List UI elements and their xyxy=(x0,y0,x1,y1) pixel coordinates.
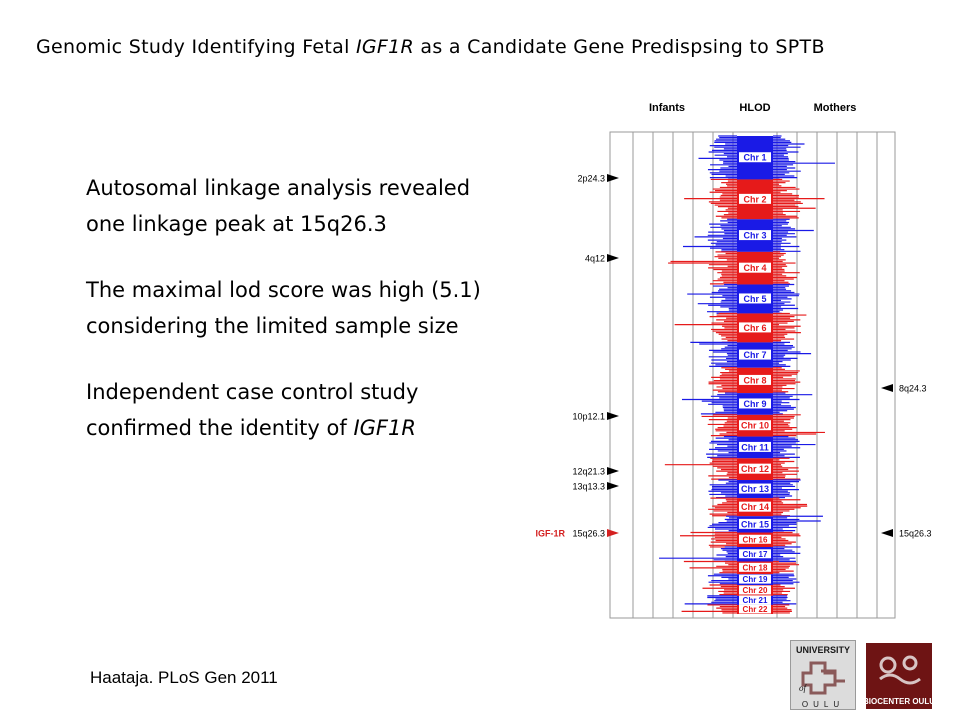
chromosome-label-bg xyxy=(739,501,771,512)
left-marker-arrow xyxy=(607,482,619,490)
title-part: as a Candidate Gene Predispsing to SPTB xyxy=(414,36,825,58)
left-marker-arrow xyxy=(607,174,619,182)
figure-grid xyxy=(609,131,896,619)
chromosome-label-bg xyxy=(739,483,771,494)
chromosome-label-bg xyxy=(739,441,771,452)
university-of-oulu-logo: UNIVERSITY of OULU xyxy=(790,640,856,710)
slide-title: Genomic Study Identifying Fetal IGF1R as… xyxy=(36,36,946,58)
chromosome-label-bg xyxy=(739,398,771,409)
chromosome-label-bg xyxy=(739,262,771,273)
bullet-text: The maximal lod score was high (5.1) xyxy=(86,278,481,302)
chromosome-label-bg xyxy=(739,595,771,605)
chromosome-label: Chr 9 xyxy=(743,399,766,409)
left-marker-arrow xyxy=(607,529,619,537)
left-marker-label: 2p24.3 xyxy=(577,174,605,184)
chromosome-label-bg xyxy=(739,322,771,333)
bullet-text: Autosomal linkage analysis revealed xyxy=(86,176,471,200)
chromosome-label-bg xyxy=(739,193,771,204)
bullet-line: Independent case control study xyxy=(86,374,556,410)
left-marker-label: 13q13.3 xyxy=(572,482,605,492)
chromosome-label: Chr 3 xyxy=(743,231,766,241)
chromosome-label-bg xyxy=(739,293,771,304)
chromosome-label-bg xyxy=(739,574,771,584)
chromosome-label-bg xyxy=(739,374,771,385)
chromosome-label-bg xyxy=(739,420,771,431)
chromosome-label: Chr 22 xyxy=(743,605,768,614)
bullet-line: The maximal lod score was high (5.1) xyxy=(86,272,556,308)
chromosome-label: Chr 11 xyxy=(741,442,769,452)
bullet-item: The maximal lod score was high (5.1) cons… xyxy=(86,272,556,344)
chromosome-label-bg xyxy=(739,604,771,614)
right-marker-arrow xyxy=(881,384,893,392)
chromosome-label: Chr 6 xyxy=(743,323,766,333)
chromosome-label: Chr 12 xyxy=(741,464,769,474)
left-marker-arrow xyxy=(607,467,619,475)
left-marker-label: 12q21.3 xyxy=(572,467,605,477)
chromosome-label-bg xyxy=(739,585,771,595)
header-mothers: Mothers xyxy=(814,102,857,114)
bullet-list: Autosomal linkage analysis revealed one l… xyxy=(86,170,556,476)
title-part: Genomic Study Identifying Fetal xyxy=(36,36,356,58)
bullet-text: one linkage peak at 15q26.3 xyxy=(86,212,387,236)
figure-frame xyxy=(609,131,896,619)
university-text: UNIVERSITY xyxy=(796,645,850,655)
chromosome-label-bg xyxy=(739,518,771,529)
chromosome-label: Chr 1 xyxy=(743,153,766,163)
bullet-line: considering the limited sample size xyxy=(86,308,556,344)
marker-labels: 2p24.3 4q12 10p12.1 12q21.3 13q13.3 15q26.3 IG… xyxy=(535,174,931,539)
left-marker-label: 10p12.1 xyxy=(572,412,605,422)
chromosome-label: Chr 21 xyxy=(743,596,768,605)
biocenter-text: BIOCENTER OULU xyxy=(866,697,932,706)
bullet-line: one linkage peak at 15q26.3 xyxy=(86,206,556,242)
chromosome-label: Chr 5 xyxy=(743,294,766,304)
biocenter-oulu-logo: BIOCENTER OULU xyxy=(866,643,932,709)
oulu-text: OULU xyxy=(802,700,844,709)
right-marker-label: 8q24.3 xyxy=(899,384,927,394)
bullet-text: considering the limited sample size xyxy=(86,314,459,338)
chromosome-label-bg xyxy=(739,230,771,241)
of-text: of xyxy=(799,683,808,693)
chromosome-label: Chr 4 xyxy=(743,263,766,273)
bullet-line: Autosomal linkage analysis revealed xyxy=(86,170,556,206)
chromosome-label-bg xyxy=(739,534,771,544)
left-marker-arrow xyxy=(607,254,619,262)
left-marker-label: 15q26.3 xyxy=(572,529,605,539)
chromosome-label: Chr 18 xyxy=(743,563,768,572)
chromosome-label: Chr 10 xyxy=(741,421,769,431)
header-hlod: HLOD xyxy=(739,102,770,114)
bullet-text: IGF1R xyxy=(353,416,416,440)
bullet-text: confirmed the identity of xyxy=(86,416,354,440)
chromosome-label: Chr 15 xyxy=(741,519,769,529)
chromosome-label: Chr 2 xyxy=(743,194,766,204)
chromosome-label: Chr 17 xyxy=(743,550,768,559)
igf1r-highlight-label: IGF-1R xyxy=(535,529,565,539)
bullet-item: Autosomal linkage analysis revealed one l… xyxy=(86,170,556,242)
chromosome-label: Chr 13 xyxy=(741,484,769,494)
right-marker-arrow xyxy=(881,529,893,537)
chromosome-label-bg xyxy=(739,152,771,163)
chromosome-label: Chr 20 xyxy=(743,586,768,595)
chromosome-label: Chr 7 xyxy=(743,350,766,360)
citation: Haataja. PLoS Gen 2011 xyxy=(90,668,278,687)
chromosome-labels: Chr 1 Chr 2 Chr 3 Chr 4 Chr 5 Chr 6 Chr 7 Chr 8… xyxy=(739,152,771,614)
chromosome-label-bg xyxy=(739,349,771,360)
left-marker-arrow xyxy=(607,412,619,420)
chromosome-label: Chr 8 xyxy=(743,375,766,385)
chromosome-label: Chr 16 xyxy=(743,535,768,544)
bullet-line: confirmed the identity of IGF1R xyxy=(86,410,556,446)
left-marker-label: 4q12 xyxy=(585,254,605,264)
linkage-figure: Chr 1 Chr 2 Chr 3 Chr 4 Chr 5 Chr 6 Chr 7 Chr 8… xyxy=(535,102,932,619)
chromosome-label-bg xyxy=(739,562,771,572)
chromosome-label-bg xyxy=(739,549,771,559)
bullet-item: Independent case control study confirmed … xyxy=(86,374,556,446)
header-infants: Infants xyxy=(649,102,685,114)
chromosome-label: Chr 19 xyxy=(743,575,768,584)
bullet-text: Independent case control study xyxy=(86,380,419,404)
chromosome-label-bg xyxy=(739,463,771,474)
chromosome-label: Chr 14 xyxy=(741,502,769,512)
title-part: IGF1R xyxy=(355,36,415,58)
right-marker-label: 15q26.3 xyxy=(899,529,932,539)
